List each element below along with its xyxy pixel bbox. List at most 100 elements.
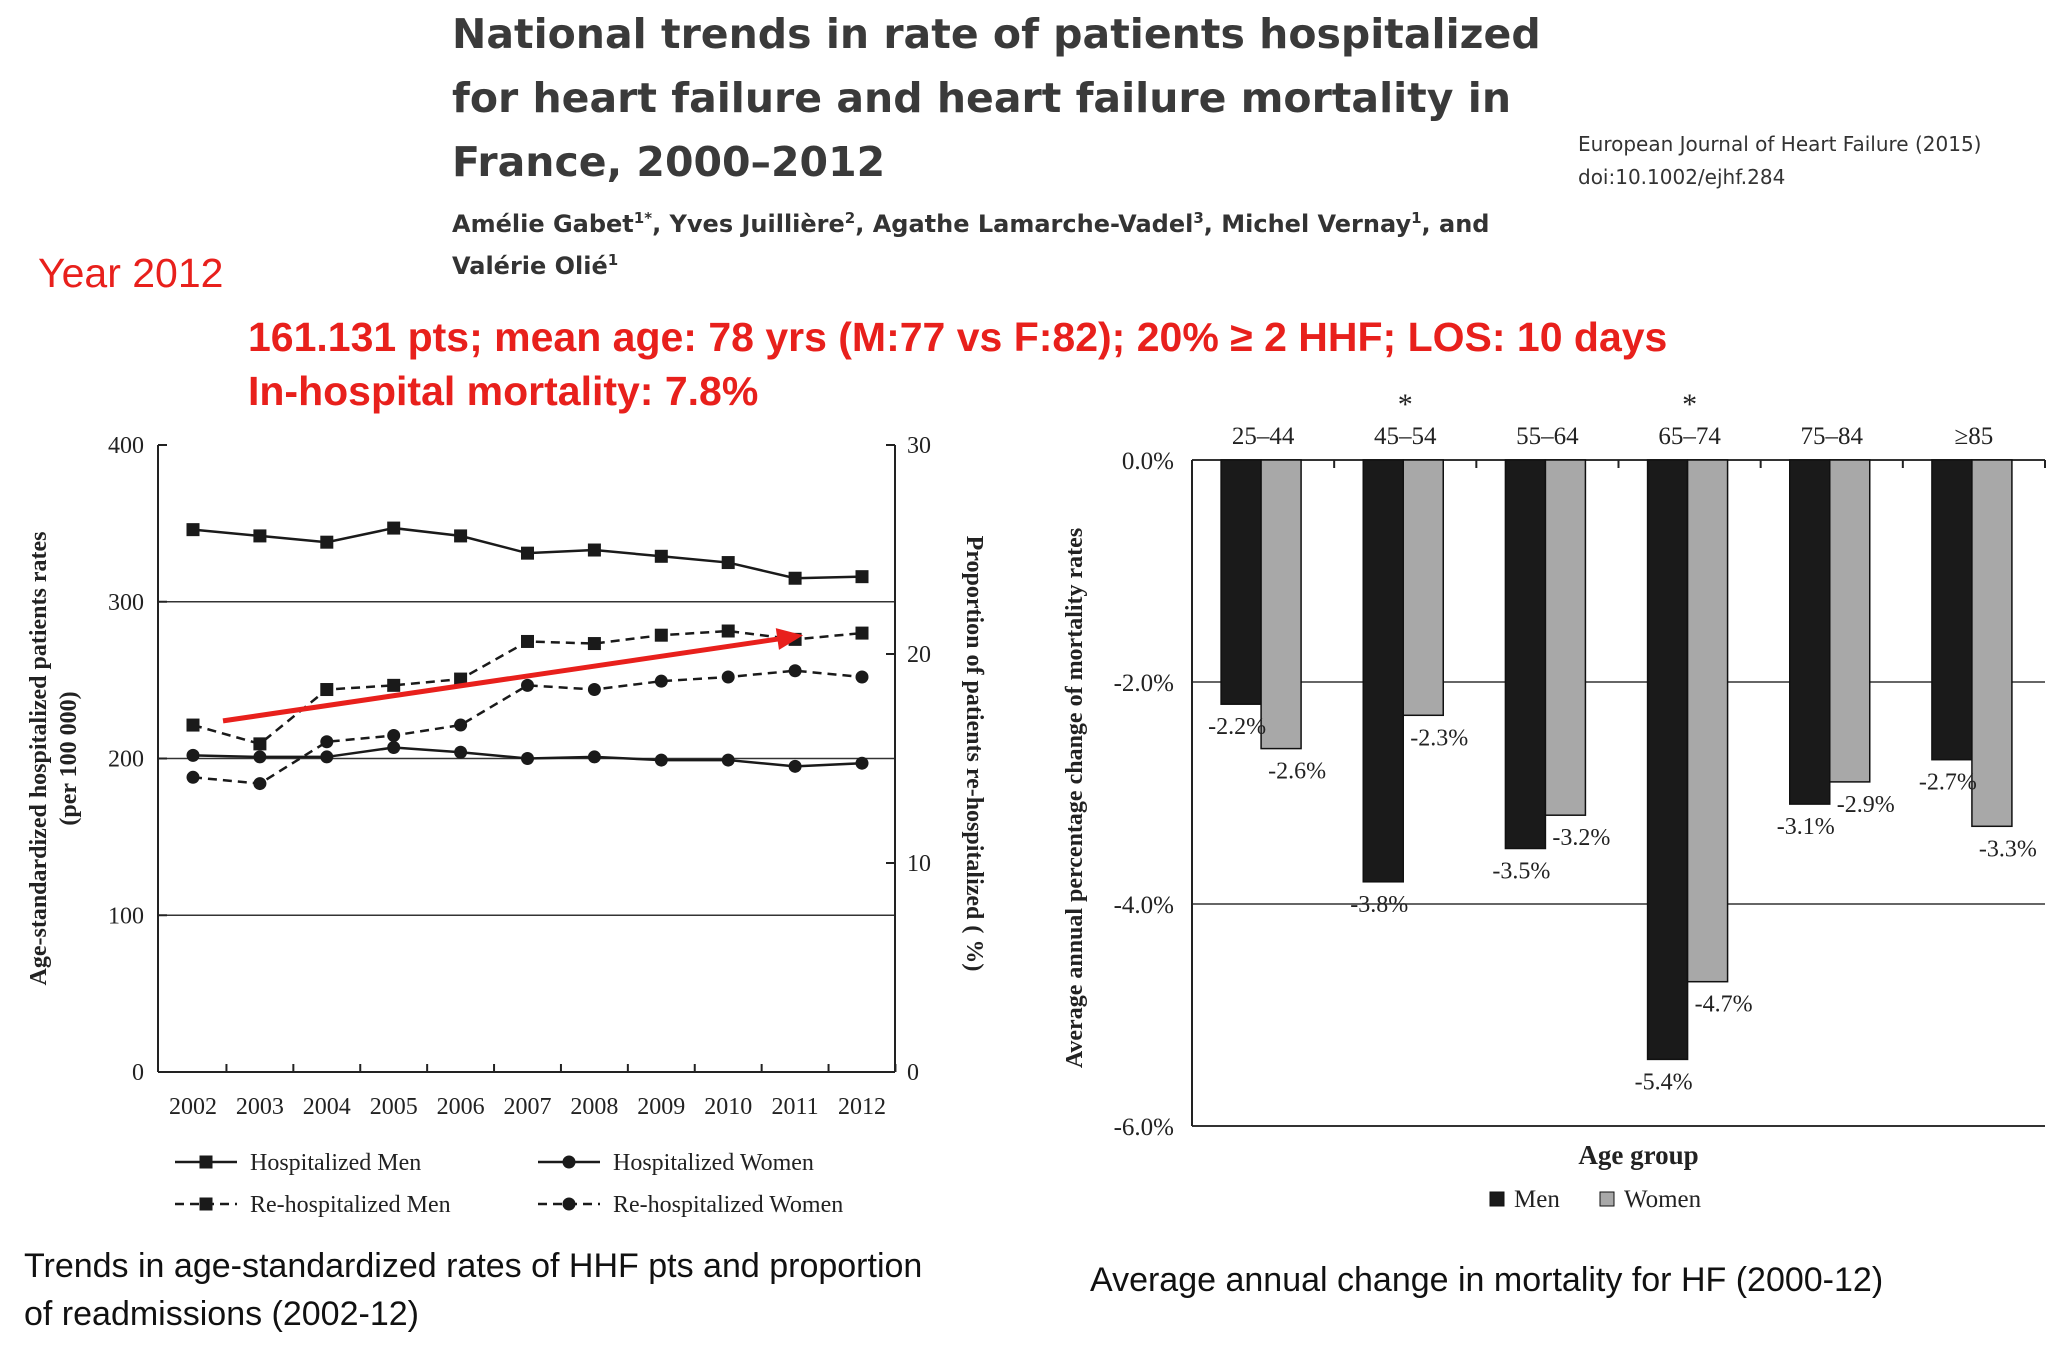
bar-women [1829, 459, 1871, 783]
bar-women [1544, 459, 1587, 816]
y-tick-label: 200 [108, 747, 144, 773]
paper-title: National trends in rate of patients hosp… [452, 2, 1632, 194]
left-chart-caption: Trends in age-standardized rates of HHF … [24, 1247, 923, 1333]
line-chart-ylabel: Age-standardized hospitalized patients r… [26, 532, 82, 986]
y2-tick-label: 10 [907, 851, 931, 877]
data-point [454, 745, 468, 759]
data-label: -3.2% [1552, 825, 1610, 851]
journal-name: European Journal of Heart Failure (2015) [1578, 132, 1982, 156]
line-chart-y2label: Proportion of patients re-hospitalized (… [961, 536, 987, 972]
authors-line: Amélie Gabet1*, Yves Juillière2, Agathe … [452, 200, 1552, 242]
data-point [788, 571, 802, 585]
x-tick-label: 65–74 [1658, 423, 1721, 450]
data-point [855, 626, 869, 640]
data-point [587, 637, 601, 651]
author-affiliation: 1* [633, 209, 653, 227]
data-point [654, 753, 668, 767]
bar-men [1789, 459, 1831, 805]
x-tick-label: 2012 [838, 1094, 886, 1120]
data-point [320, 750, 334, 764]
data-point [521, 752, 534, 765]
journal-citation: European Journal of Heart Failure (2015)… [1578, 128, 1981, 194]
x-tick-label: 2006 [437, 1094, 485, 1120]
bar-men [1931, 459, 1973, 761]
data-point [387, 678, 401, 692]
bar-chart-bars [1220, 459, 2013, 1061]
author-affiliation: 3 [1193, 209, 1204, 227]
author-affiliation: 1 [1411, 209, 1422, 227]
legend-label: Women [1624, 1186, 1702, 1213]
trend-arrow-head [775, 628, 804, 650]
y-tick-label: 400 [108, 433, 144, 459]
bar-women [1402, 459, 1444, 717]
x-tick-label: 2008 [570, 1094, 618, 1120]
y-tick-label: -2.0% [1114, 670, 1174, 697]
data-point [788, 664, 802, 678]
bar-chart-ticks: 0.0%-2.0%-4.0%-6.0%25–44 45–54*55–64 65–74… [1114, 388, 2046, 1141]
data-point [387, 741, 401, 755]
legend-label: Re-hospitalized Women [613, 1192, 843, 1218]
right-chart-caption: Average annual change in mortality for H… [1090, 1261, 1884, 1299]
data-label: -3.1% [1777, 814, 1835, 840]
trend-arrow [222, 628, 804, 724]
y-tick-label: 300 [108, 590, 144, 616]
line-chart-legend: Hospitalized Men Hospitalized Women Re-hos… [175, 1150, 843, 1218]
data-label: -4.7% [1695, 992, 1753, 1018]
author-name: Amélie Gabet [452, 210, 634, 238]
y-tick-label: 0.0% [1122, 448, 1174, 475]
data-label: -2.6% [1268, 759, 1326, 785]
data-label: -2.3% [1410, 725, 1468, 751]
paper-title-line: National trends in rate of patients hosp… [452, 10, 1541, 58]
bar-chart-data-labels: -2.2%-2.6% -3.8% -2.3% -3.5%-3.2% -5.4% -4.7%… [1208, 714, 2037, 1095]
data-label: -3.5% [1492, 859, 1550, 885]
x-tick-label: ≥85 [1955, 423, 1994, 450]
x-tick-label: 45–54 [1374, 423, 1437, 450]
legend-label: Hospitalized Women [613, 1150, 814, 1176]
bar-chart-legend: Men Women [1489, 1186, 1702, 1213]
line-chart-series [186, 521, 869, 791]
data-point [721, 624, 735, 638]
significance-marker: * [1682, 388, 1697, 421]
y2-tick-label: 30 [907, 433, 931, 459]
data-label: -2.7% [1919, 770, 1977, 796]
data-point [855, 670, 869, 684]
data-point [186, 748, 200, 762]
data-label: -3.8% [1350, 892, 1408, 918]
legend-label: Men [1514, 1186, 1560, 1213]
legend-label: Hospitalized Men [250, 1150, 421, 1176]
legend-swatch [1599, 1191, 1615, 1207]
bar-women [1686, 459, 1729, 983]
legend-marker [562, 1197, 576, 1211]
x-tick-label: 2005 [370, 1094, 418, 1120]
x-tick-label: 2010 [704, 1094, 752, 1120]
y-tick-label: 0 [132, 1060, 144, 1086]
ylabel-line: Age-standardized hospitalized patients r… [26, 532, 52, 986]
ylabel-line: (per 100 000) [56, 691, 82, 825]
data-point [788, 759, 802, 773]
bar-women [1260, 459, 1302, 750]
legend-label: Re-hospitalized Men [250, 1192, 451, 1218]
bar-chart-ylabel: Average annual percentage change of mort… [1062, 528, 1088, 1068]
author-name: , Michel Vernay [1203, 210, 1412, 238]
data-point [387, 729, 401, 743]
x-tick-label: 2007 [504, 1094, 552, 1120]
author-affiliation: 2 [844, 209, 856, 227]
summary-stats: 161.131 pts; mean age: 78 yrs (M:77 vs F… [248, 310, 1667, 418]
data-point [387, 521, 401, 535]
data-point [253, 737, 267, 751]
paper-authors: Amélie Gabet1*, Yves Juillière2, Agathe … [452, 200, 1552, 284]
bar-men [1504, 459, 1547, 850]
author-name: , and [1421, 210, 1490, 238]
data-point [721, 670, 735, 684]
data-point [587, 683, 601, 697]
y2-tick-label: 20 [907, 642, 931, 668]
data-label: -3.3% [1979, 836, 2037, 862]
year-label: Year 2012 [38, 250, 224, 296]
data-point [320, 535, 334, 549]
authors-line: Valérie Olié1 [452, 242, 1552, 284]
data-point [855, 570, 869, 584]
x-tick-label: 55–64 [1516, 423, 1579, 450]
mortality-change-chart: -2.2%-2.6% -3.8% -2.3% -3.5%-3.2% -5.4% -4.7%… [1062, 388, 2046, 1213]
summary-line: 161.131 pts; mean age: 78 yrs (M:77 vs F… [248, 314, 1668, 360]
summary-line: In-hospital mortality: 7.8% [248, 368, 759, 414]
